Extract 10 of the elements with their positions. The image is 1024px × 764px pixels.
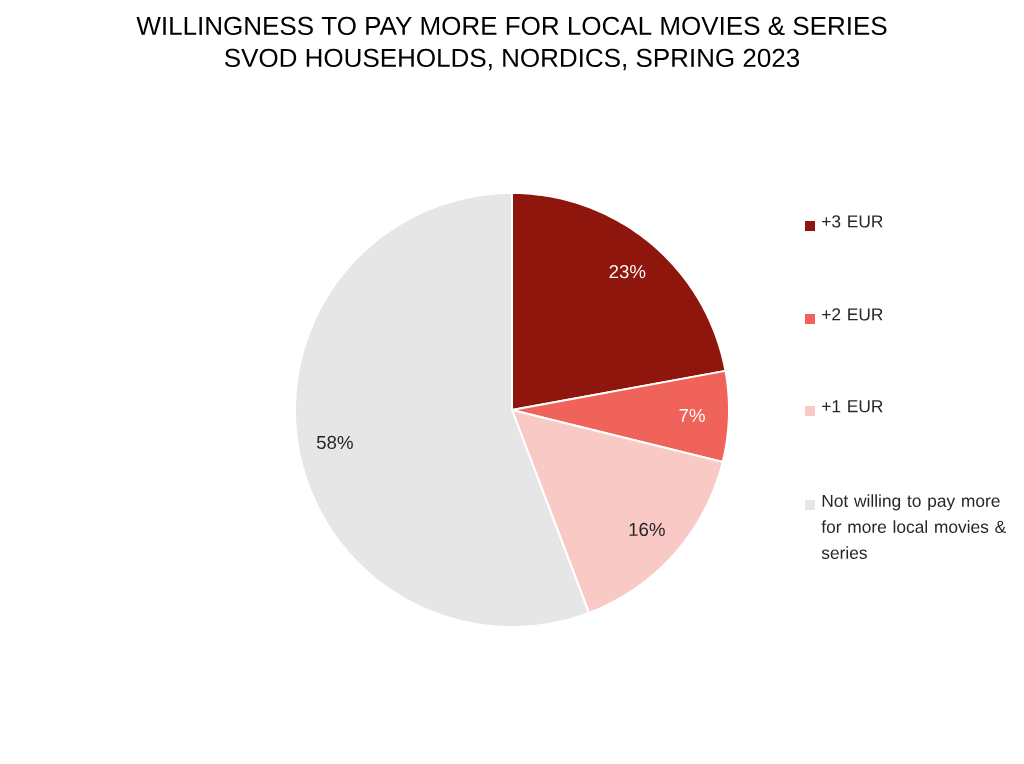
data-label: 23%	[609, 265, 646, 279]
data-label: 16%	[629, 522, 665, 537]
data-label: 58%	[316, 435, 353, 450]
legend-label: +2 EUR	[822, 308, 883, 321]
legend-label: Not willing to pay more for more local movies & series	[821, 494, 1006, 559]
legend-label: +1 EUR	[822, 400, 883, 413]
chart-title: WILLINGNESS TO PAY MORE FOR LOCAL MOVIES & SERIES	[136, 16, 887, 36]
data-label: 7%	[679, 408, 705, 422]
legend-label: +3 EUR	[822, 215, 883, 228]
chart-subtitle: SVOD HOUSEHOLDS, NORDICS, SPRING 2023	[224, 48, 800, 71]
